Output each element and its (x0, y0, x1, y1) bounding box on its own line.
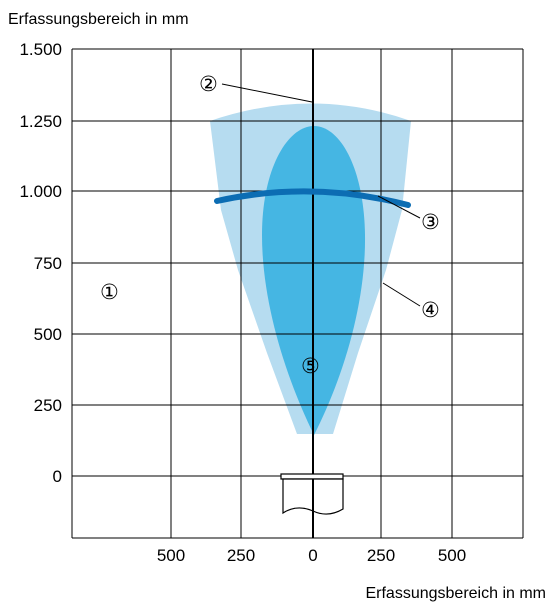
callout-5: ⑤ (301, 354, 320, 378)
callout-1: ① (100, 280, 119, 304)
y-tick-label: 500 (34, 325, 62, 344)
x-tick-label: 250 (227, 546, 255, 565)
y-tick-label: 1.500 (19, 40, 62, 59)
y-tick-label: 1.000 (19, 182, 62, 201)
y-tick-label: 750 (34, 254, 62, 273)
callout-4: ④ (421, 298, 440, 322)
y-axis-title: Erfassungsbereich in mm (8, 11, 189, 28)
x-tick-label: 0 (308, 546, 317, 565)
sensor-housing-icon (280, 473, 344, 538)
callout-2: ② (199, 72, 218, 96)
leader-line-2 (221, 83, 313, 103)
x-tick-label: 250 (367, 546, 395, 565)
y-tick-label: 0 (53, 467, 62, 486)
y-tick-label: 250 (34, 396, 62, 415)
callout-3: ③ (421, 210, 440, 234)
y-tick-labels: 1.500 1.250 1.000 750 500 250 0 (19, 40, 62, 486)
y-tick-label: 1.250 (19, 112, 62, 131)
x-axis-title: Erfassungsbereich in mm (365, 585, 546, 602)
leader-line-3 (377, 195, 421, 219)
x-tick-label: 500 (438, 546, 466, 565)
leader-line-4 (382, 282, 421, 307)
x-tick-label: 500 (157, 546, 185, 565)
x-tick-labels: 500 250 0 250 500 (157, 546, 466, 565)
callout-leaders (221, 83, 421, 307)
